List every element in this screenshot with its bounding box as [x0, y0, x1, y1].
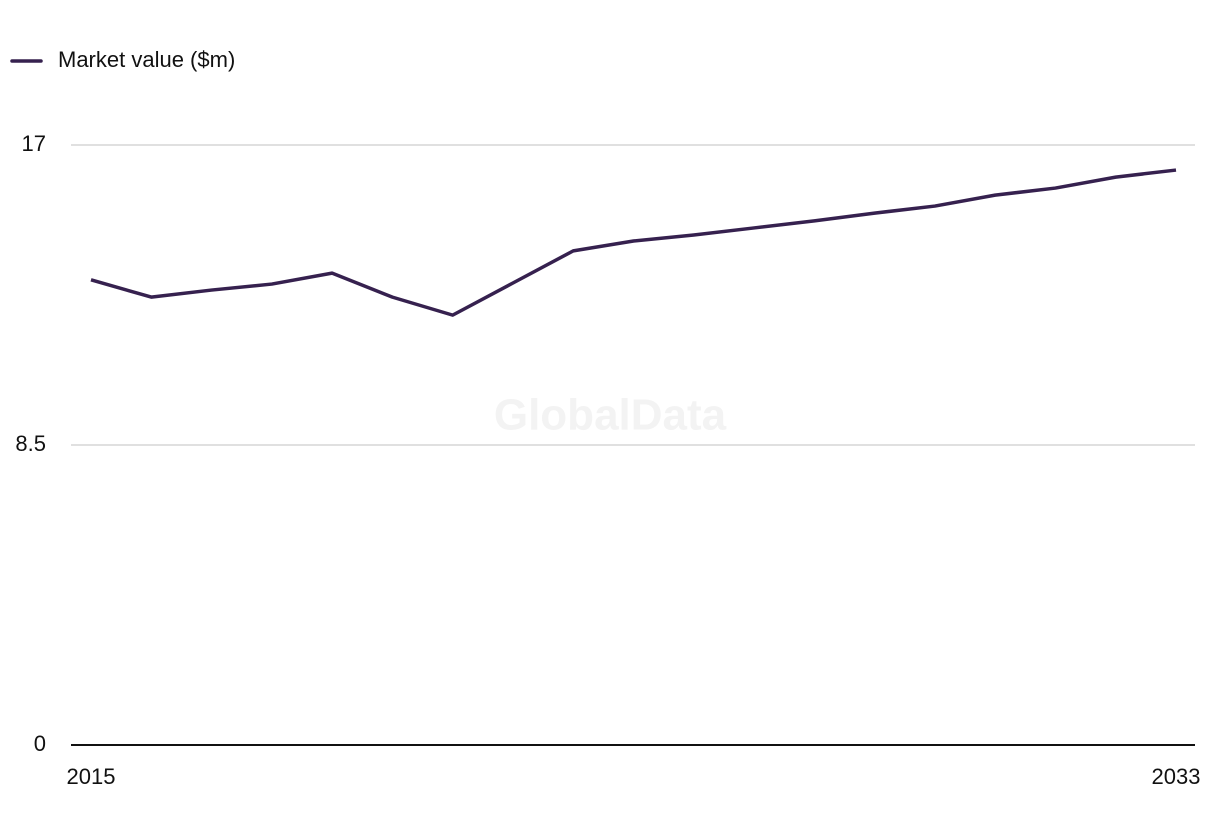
legend-label: Market value ($m) [58, 47, 235, 72]
x-tick-label: 2015 [67, 764, 116, 789]
x-tick-label: 2033 [1152, 764, 1201, 789]
y-tick-label: 17 [22, 131, 46, 156]
line [90, 168, 1177, 317]
y-tick-label: 0 [34, 731, 46, 756]
y-tick-label: 8.5 [15, 431, 46, 456]
watermark: GlobalData [494, 391, 727, 440]
